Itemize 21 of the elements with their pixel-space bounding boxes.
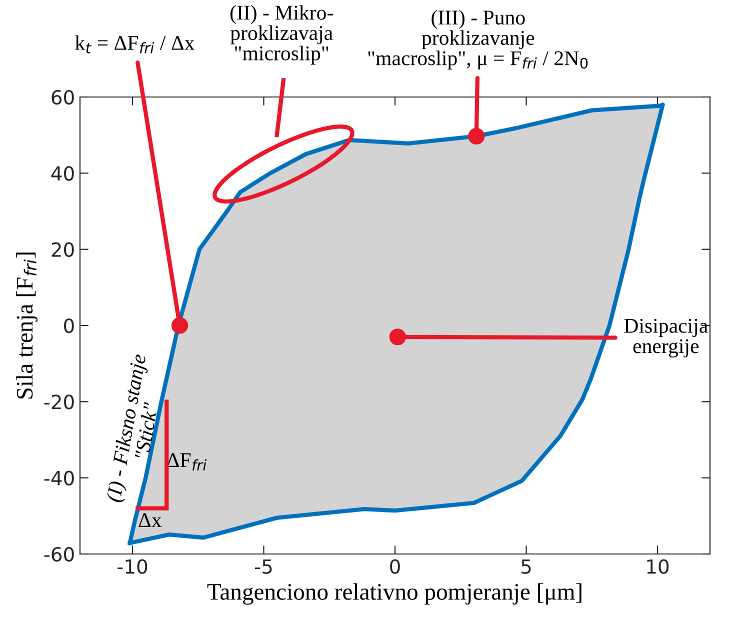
x-tick-label: 5 xyxy=(522,559,531,574)
y-tick-label: -40 xyxy=(44,470,74,486)
annotation: k$_{t}$ = ΔF$_{fri}$ / Δx xyxy=(75,35,194,54)
annotation: (III) - Puno proklizavanje "macroslip", μ = F$_{fri}$ / 2N$_{0}$ xyxy=(368,10,588,70)
x-axis-title: Tangenciono relativno pomjeranje [μm] xyxy=(207,583,582,605)
y-tick-label: 20 xyxy=(52,242,74,257)
y-tick-label: -60 xyxy=(44,546,74,562)
annotation: (I) - Fiksno stanje "Stick" xyxy=(106,353,158,504)
x-tick-label: 0 xyxy=(390,559,400,574)
text: (II) - Mikro- proklizavaja "microslip" xyxy=(230,5,333,65)
annotation: ΔF$_{fri}$ xyxy=(167,453,207,470)
y-tick-label: 40 xyxy=(51,166,74,181)
x-tick-label: -10 xyxy=(118,559,148,574)
annotation: Δx xyxy=(138,513,162,528)
y-tick-label: -20 xyxy=(44,394,74,410)
x-tick-label: -5 xyxy=(255,559,272,574)
y-axis-title: Sila trenja [F$_{fri}$] xyxy=(16,252,38,399)
annotation: Disipacija energije xyxy=(624,318,708,358)
x-tick-label: 10 xyxy=(647,559,669,574)
y-tick-label: 0 xyxy=(64,318,74,334)
y-tick-label: 60 xyxy=(52,90,74,105)
